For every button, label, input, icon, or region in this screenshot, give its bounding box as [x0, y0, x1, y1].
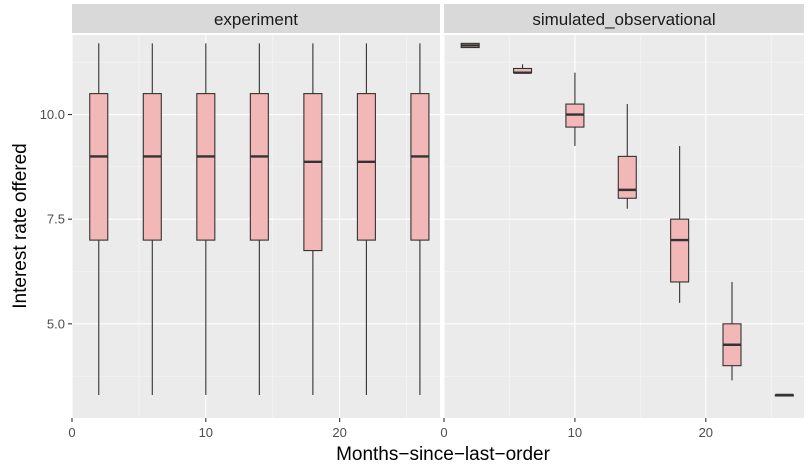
panel-simulated-observational-x-axis: 0 10 20 — [440, 418, 713, 440]
y-tick-label: 10.0 — [40, 107, 65, 122]
box-4 — [670, 145, 690, 303]
box-body — [249, 93, 269, 241]
box-body — [617, 155, 637, 199]
box-3 — [617, 104, 637, 209]
x-tick-label: 10 — [568, 425, 582, 440]
y-tick-label: 5.0 — [47, 316, 65, 331]
x-tick-label: 10 — [199, 425, 213, 440]
box-6 — [410, 43, 430, 395]
x-axis-title: Months−since−last−order — [336, 444, 551, 465]
panel-experiment: experiment 0 10 20 — [68, 4, 440, 440]
y-tick-label: 7.5 — [47, 212, 65, 227]
strip-experiment-bg — [72, 4, 440, 33]
box-body — [356, 93, 376, 241]
box-1 — [142, 43, 162, 395]
x-tick-label: 20 — [332, 425, 346, 440]
panel-experiment-x-axis: 0 10 20 — [68, 418, 347, 440]
box-1 — [512, 64, 533, 74]
box-0 — [460, 42, 480, 49]
panel-simulated-observational: simulated_observational 0 10 20 — [440, 4, 804, 440]
box-5 — [722, 281, 742, 381]
x-tick-label: 0 — [68, 425, 75, 440]
box-body — [410, 93, 430, 241]
strip-simulated-observational-bg — [444, 4, 804, 33]
box-2 — [565, 72, 585, 146]
box-6 — [774, 393, 794, 397]
strip-experiment-label: experiment — [214, 10, 298, 29]
panel-simulated-observational-grid — [443, 35, 804, 418]
panel-simulated-observational-bg — [444, 35, 804, 418]
box-0 — [89, 43, 109, 395]
box-5 — [356, 43, 376, 395]
panel-simulated-observational-boxes — [460, 42, 794, 397]
x-tick-label: 0 — [440, 425, 447, 440]
strip-simulated-observational-label: simulated_observational — [532, 10, 715, 29]
box-body — [142, 93, 162, 241]
box-body — [196, 93, 216, 241]
y-axis-title: Interest rate offered — [10, 143, 31, 308]
panel-experiment-boxes — [89, 43, 430, 395]
y-axis: 5.0 7.5 10.0 — [40, 107, 72, 331]
box-2 — [196, 43, 216, 395]
x-tick-label: 20 — [699, 425, 713, 440]
box-4 — [303, 43, 323, 395]
box-body — [303, 93, 323, 252]
box-body — [670, 218, 690, 283]
box-body — [89, 93, 109, 241]
box-3 — [249, 43, 269, 395]
